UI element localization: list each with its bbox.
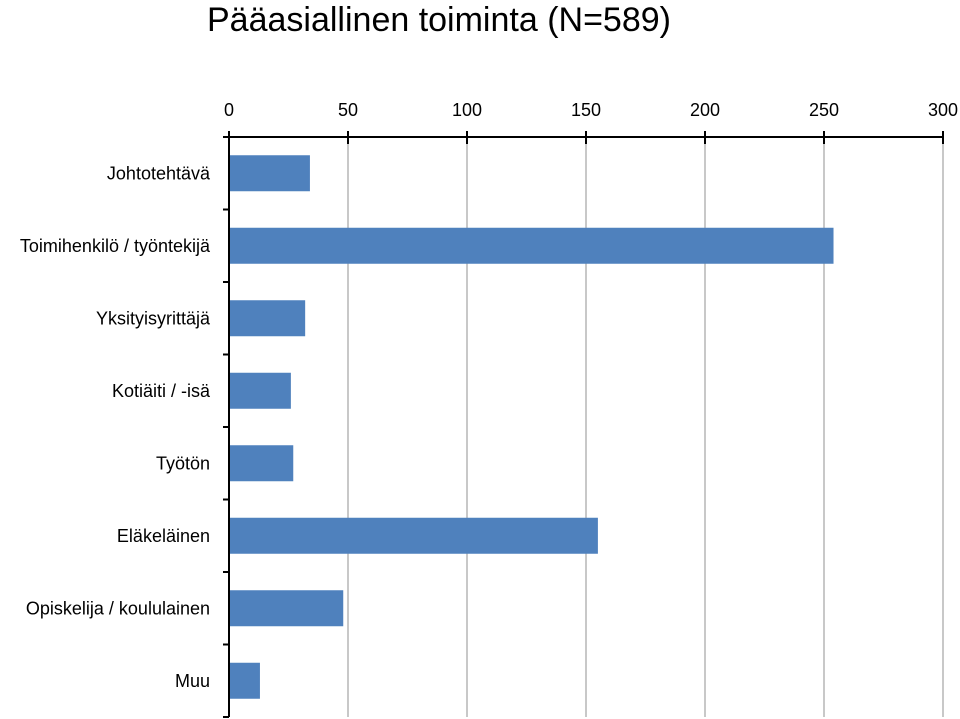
x-tick-label: 150 [571,100,601,120]
category-label: Eläkeläinen [117,526,210,546]
bar [230,445,294,482]
category-label: Työtön [156,453,210,473]
bar [230,662,260,699]
x-tick-label: 250 [809,100,839,120]
bar [230,590,344,627]
bar [230,227,834,264]
category-label: Johtotehtävä [107,163,211,183]
x-tick-label: 100 [452,100,482,120]
bar [230,300,306,337]
x-tick-label: 200 [690,100,720,120]
bar [230,372,291,409]
bar [230,517,598,554]
x-tick-label: 300 [928,100,958,120]
x-tick-label: 50 [338,100,358,120]
category-label: Toimihenkilö / työntekijä [20,236,211,256]
category-label: Opiskelija / koululainen [26,598,210,618]
chart-title: Pääasiallinen toiminta (N=589) [207,1,671,39]
bar [230,155,310,192]
category-label: Yksityisyrittäjä [96,308,211,328]
category-label: Kotiäiti / -isä [112,381,211,401]
category-label: Muu [175,671,210,691]
x-tick-label: 0 [224,100,234,120]
